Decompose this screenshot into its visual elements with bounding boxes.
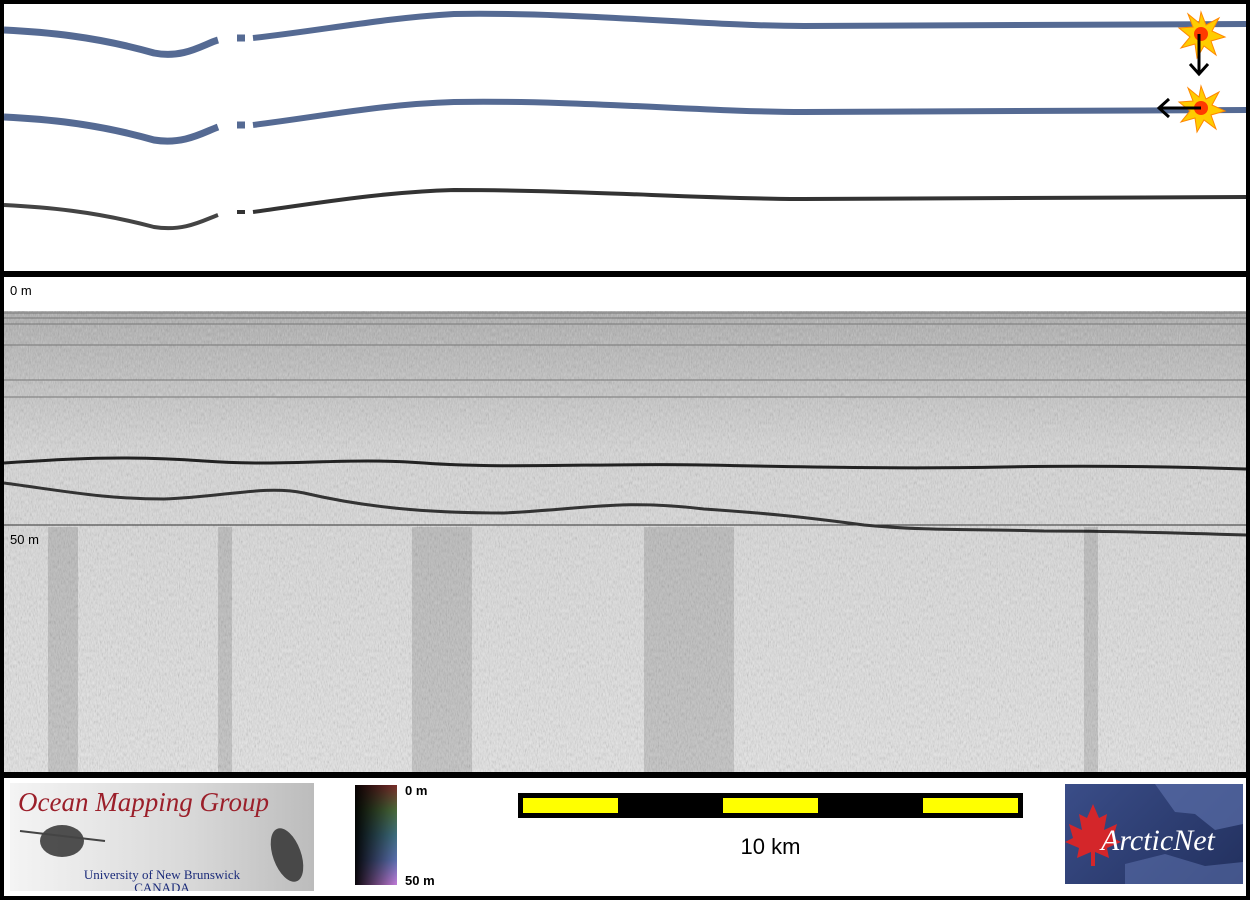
ocean-mapping-group-logo: Ocean Mapping Group University of New Br…	[10, 783, 314, 891]
arcticnet-logo: ArcticNet	[1065, 784, 1243, 884]
track-line-1	[4, 10, 1246, 58]
maple-leaf-icon	[1065, 804, 1121, 866]
omg-logo-country: CANADA	[134, 880, 190, 891]
track-map-svg	[4, 10, 1246, 231]
seabed-reflector-lower	[4, 481, 1246, 537]
scale-label: 10 km	[740, 834, 801, 859]
echogram-vertical-bands	[48, 527, 1098, 772]
track-line-2	[4, 98, 1246, 145]
omg-logo-university: University of New Brunswick	[83, 867, 241, 882]
scale-segment	[923, 798, 1018, 813]
omg-logo-title: Ocean Mapping Group	[18, 787, 269, 817]
track-map-panel	[4, 4, 1246, 271]
starburst-marker-icon	[1177, 10, 1227, 60]
echogram-surface-bands	[4, 312, 1246, 398]
scale-bar	[518, 793, 1023, 818]
arcticnet-map-graphic	[1065, 784, 1243, 884]
arrow-left-icon	[1156, 97, 1201, 119]
legend-panel: Ocean Mapping Group University of New Br…	[4, 778, 1246, 896]
scale-segment	[823, 798, 918, 813]
scale-segment	[623, 798, 718, 813]
scale-segment	[523, 798, 618, 813]
seabed-reflector-upper	[4, 456, 1246, 471]
arcticnet-logo-text: ArcticNet	[1101, 824, 1215, 857]
depth-label-top: 0 m	[10, 283, 32, 298]
arrow-down-icon	[1188, 34, 1210, 77]
depth-colorbar	[355, 785, 397, 885]
scale-segment	[723, 798, 818, 813]
colorbar-bottom-label: 50 m	[405, 873, 435, 888]
echogram-image	[4, 311, 1246, 772]
echogram-panel: 0 m	[4, 277, 1246, 772]
echogram-noise	[4, 311, 1246, 772]
omg-logo-graphic	[19, 825, 304, 882]
depth-label-50m: 50 m	[10, 532, 39, 547]
track-line-3	[4, 187, 1246, 231]
colorbar-top-label: 0 m	[405, 783, 428, 798]
